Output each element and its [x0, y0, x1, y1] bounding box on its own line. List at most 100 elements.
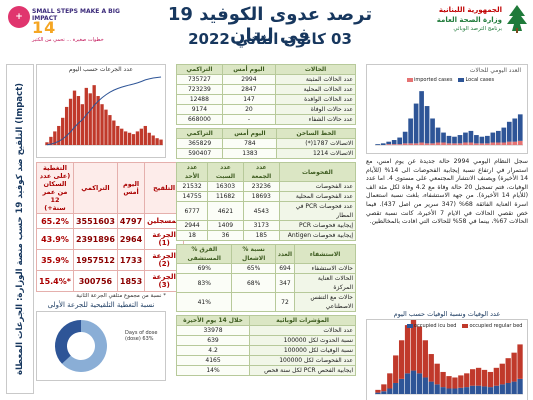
case-bar — [501, 127, 507, 143]
dose-bar — [57, 125, 61, 145]
republic-name: الجمهورية اللبنانية — [438, 6, 502, 14]
dose-bar — [151, 135, 155, 145]
hospital-bar — [493, 385, 500, 394]
row-label: الجرعة (2) — [144, 249, 185, 271]
value-cell: 2847 — [221, 84, 277, 95]
hospital-bar — [398, 378, 405, 394]
cedar-icon — [507, 5, 527, 33]
case-bar — [435, 127, 441, 143]
hospital-bar — [416, 373, 423, 394]
ministry-name: وزارة الصحة العامة — [436, 16, 502, 24]
case-bar — [490, 132, 496, 143]
table-row: 35.9% 1957512 1733 الجرعة (2) — [36, 249, 185, 271]
dose-bar — [139, 128, 144, 145]
table-row: 12488 147 عدد الحالات الوافدة — [176, 94, 356, 105]
coverage-cell: 43.9% — [36, 228, 74, 250]
daily-cell: 4797 — [116, 213, 146, 229]
value-cell: 1383 — [222, 148, 278, 159]
hospital-bar — [452, 377, 458, 389]
hospital-bar — [505, 358, 511, 383]
hospital-bar — [464, 373, 470, 388]
case-bar — [474, 135, 479, 144]
hospital-bar — [446, 388, 452, 394]
case-bar — [441, 142, 446, 145]
value-cell: 4165 — [175, 355, 251, 366]
coverage-cell: 35.9% — [36, 249, 74, 271]
program-name: برنامج الترصد الوبائي — [453, 26, 502, 32]
campaign-slogan-ar: خطوات صغيرة ... تحمي من الكثير — [32, 37, 104, 43]
summary-panel: العدد اليومي للحالات imported cases Loca… — [366, 64, 528, 400]
cumulative-cell: 3551603 — [72, 213, 118, 229]
row-label: إيجابية فحوصات Antigen — [278, 230, 357, 241]
dose-bar — [108, 115, 112, 145]
legend-label: Local cases — [465, 77, 495, 83]
row-label: عدد حالات الوفاة — [275, 104, 356, 115]
value-cell: 639 — [175, 335, 251, 346]
row-label: نسبة الحدوث لكل 100000 — [249, 335, 356, 346]
dose-bar — [61, 117, 65, 145]
value-cell: - — [221, 114, 277, 125]
hospital-bar — [452, 388, 458, 394]
value-cell: 72 — [274, 292, 296, 312]
case-bar — [490, 142, 496, 145]
dose-bar — [68, 98, 73, 145]
daily-cases-chart-box: العدد اليومي للحالات imported cases Loca… — [366, 64, 528, 154]
dose-bar — [92, 85, 96, 145]
row-label: عدد الفحوصات لكل 100000 — [249, 355, 356, 366]
ministry-logo: الجمهورية اللبنانية وزارة الصحة العامة ب… — [418, 4, 528, 44]
hospital-chart-title: عدد الوفيات ونسبة الوفيات حسب اليوم — [393, 310, 501, 318]
occupancy-header: % نسبة الاشغال — [231, 244, 276, 264]
row-label: عدد الفحوصات المحلية — [278, 191, 357, 202]
hospital-bar — [475, 385, 482, 394]
hospital-bar — [440, 371, 446, 388]
hospital-bar — [464, 387, 470, 394]
daily-header: اليوم أمس — [221, 64, 277, 75]
hospital-legend: occupied icu bed occupied regular bed — [407, 323, 522, 329]
case-bar — [391, 140, 397, 145]
case-bar — [397, 137, 403, 145]
case-bar — [430, 118, 435, 144]
table-row: 65.2% 3551603 4797 المسجلين — [36, 213, 185, 229]
dose-bar — [53, 131, 57, 145]
hospital-bar — [387, 373, 393, 389]
hospital-bar — [517, 344, 523, 379]
coverage-pie-title: نسبة التغطية التلقيحية للجرعة الأولى — [47, 301, 155, 309]
table-row: 4.2 نسبة الوفيات لكل 100000 — [175, 345, 356, 356]
case-bar — [479, 136, 485, 144]
hospital-bar — [404, 325, 411, 374]
value-cell: 18693 — [242, 191, 280, 202]
value-cell: 33978 — [175, 325, 251, 336]
case-bar — [452, 136, 457, 144]
doses-chart — [45, 76, 163, 146]
vaccination-side-banner: (Impact) التلقيح ضد كوفيد 19 حسب منصة ال… — [6, 64, 34, 394]
hospital-bar — [440, 387, 446, 394]
hospital-bar — [428, 354, 434, 382]
hospital-bar — [381, 384, 387, 392]
case-bar — [402, 131, 408, 144]
hospital-bar — [517, 378, 523, 394]
value-cell: 65% — [231, 263, 276, 274]
value-cell: 1409 — [207, 220, 244, 231]
dose-bar — [45, 142, 49, 145]
table-row: 9174 20 عدد حالات الوفاة — [176, 104, 356, 115]
daily-cell: 2964 — [116, 228, 146, 250]
period-header: خلال 14 يوم الأخيرة — [175, 315, 251, 326]
row-label: إيجابية فحوصات PCR — [278, 220, 357, 231]
dose-bar — [72, 90, 77, 145]
case-bar — [446, 143, 452, 145]
dose-bar — [80, 104, 85, 145]
dose-bar — [131, 134, 136, 145]
row-label: الاتصالات 1787(*) — [276, 138, 356, 149]
plus-icon: + — [8, 6, 30, 28]
case-bar — [495, 142, 501, 145]
legend-label: occupied icu bed — [414, 323, 457, 329]
value-cell: 21532 — [175, 181, 209, 192]
hospital-bar — [481, 386, 488, 394]
table-row: 668000- عدد حالات الشفاء — [176, 114, 356, 125]
table-row: 21532 16303 23236 عدد الفحوصات — [175, 181, 357, 192]
value-cell: 83% — [175, 273, 233, 293]
hospital-bar — [505, 382, 511, 394]
case-bar — [506, 121, 512, 142]
hospital-bar — [481, 369, 488, 387]
hospital-bar — [422, 340, 428, 378]
